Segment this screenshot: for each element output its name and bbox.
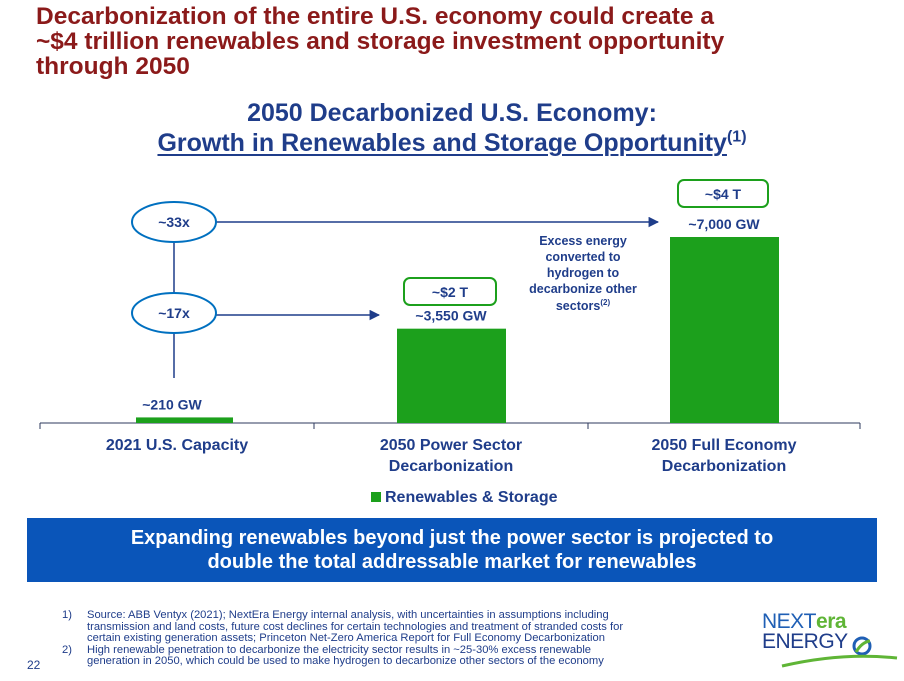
chart-title-text-2: Growth in Renewables and Storage Opportu… bbox=[157, 129, 727, 157]
banner-line-2: double the total addressable market for … bbox=[207, 551, 697, 573]
annotation-line: Excess energy bbox=[539, 234, 627, 248]
nextera-energy-logo: NEXTera ENERGY bbox=[762, 608, 902, 674]
chart-title-footnote-ref: (1) bbox=[726, 128, 747, 146]
multiplier-label-33x: ~33x bbox=[158, 214, 190, 230]
annotation-line-last: sectors(2) bbox=[556, 298, 611, 313]
x-tick-label-2021: 2021 U.S. Capacity bbox=[106, 437, 248, 454]
investment-box-power bbox=[403, 277, 497, 306]
investment-label-power: ~$2 T bbox=[432, 284, 469, 300]
bar-chart: ~210 GW ~3,550 GW ~7,000 GW ~$2 T ~$4 T … bbox=[39, 179, 861, 506]
legend-label: Renewables & Storage bbox=[385, 489, 558, 506]
bar-2050-power-sector bbox=[397, 328, 506, 423]
chart-title-line-1: 2050 Decarbonized U.S. Economy: bbox=[0, 98, 904, 128]
bar-2021-capacity bbox=[136, 417, 233, 423]
headline-line-2: ~$4 trillion renewables and storage inve… bbox=[36, 28, 725, 55]
footnote-number: 1) bbox=[62, 609, 72, 621]
annotation-footnote-ref: (2) bbox=[600, 298, 610, 307]
x-tick-label-full-2: Decarbonization bbox=[662, 458, 786, 475]
footnote-number: 2) bbox=[62, 643, 72, 656]
investment-box-full bbox=[677, 179, 769, 208]
logo-next-text: NEXTera bbox=[762, 610, 847, 634]
multiplier-oval-33x bbox=[131, 201, 217, 243]
x-tick-label-power-2: Decarbonization bbox=[389, 458, 513, 475]
annotation-last-text: sectors bbox=[556, 299, 601, 313]
data-label-2050-power: ~3,550 GW bbox=[415, 308, 487, 324]
bar-2050-full-economy bbox=[670, 237, 779, 423]
annotation-line: hydrogen to bbox=[547, 266, 620, 280]
footnote-line: Source: ABB Ventyx (2021); NextEra Energ… bbox=[87, 609, 609, 621]
logo-era: era bbox=[816, 610, 847, 633]
multiplier-oval-17x bbox=[131, 292, 217, 334]
multiplier-label-17x: ~17x bbox=[158, 305, 190, 321]
footnote-line: transmission and land costs, future cost… bbox=[87, 620, 624, 633]
headline: Decarbonization of the entire U.S. econo… bbox=[36, 4, 896, 79]
data-label-2050-full: ~7,000 GW bbox=[688, 216, 760, 232]
logo-energy-text: ENERGY bbox=[762, 630, 848, 653]
banner-line-1: Expanding renewables beyond just the pow… bbox=[130, 527, 774, 549]
annotation-line: converted to bbox=[545, 250, 620, 264]
excess-energy-annotation: Excess energy converted to hydrogen to d… bbox=[529, 234, 637, 313]
investment-label-full: ~$4 T bbox=[705, 186, 742, 202]
legend-swatch bbox=[371, 492, 381, 502]
nextera-swoosh-icon bbox=[781, 636, 898, 668]
footnote-line: High renewable penetration to decarboniz… bbox=[87, 643, 592, 656]
chart-title-line-2: Growth in Renewables and Storage Opportu… bbox=[0, 128, 904, 158]
key-takeaway-banner: Expanding renewables beyond just the pow… bbox=[27, 518, 877, 582]
footnotes: 1) Source: ABB Ventyx (2021); NextEra En… bbox=[62, 609, 742, 668]
footnote-line: certain existing generation assets; Prin… bbox=[87, 632, 605, 644]
headline-line-3: through 2050 bbox=[36, 53, 190, 80]
data-label-2021: ~210 GW bbox=[142, 396, 202, 412]
x-tick-label-full-1: 2050 Full Economy bbox=[652, 437, 797, 454]
chart-title-text-1: 2050 Decarbonized U.S. Economy: bbox=[247, 99, 657, 127]
annotation-line: decarbonize other bbox=[529, 282, 637, 296]
x-tick-label-power-1: 2050 Power Sector bbox=[380, 437, 522, 454]
footnote-2: 2) High renewable penetration to decarbo… bbox=[62, 643, 742, 668]
page-number: 22 bbox=[27, 658, 41, 672]
footnote-1: 1) Source: ABB Ventyx (2021); NextEra En… bbox=[62, 609, 742, 645]
headline-line-1: Decarbonization of the entire U.S. econo… bbox=[36, 3, 714, 30]
footnote-line: generation in 2050, which could be used … bbox=[87, 655, 604, 667]
logo-next: NEXT bbox=[762, 610, 817, 633]
